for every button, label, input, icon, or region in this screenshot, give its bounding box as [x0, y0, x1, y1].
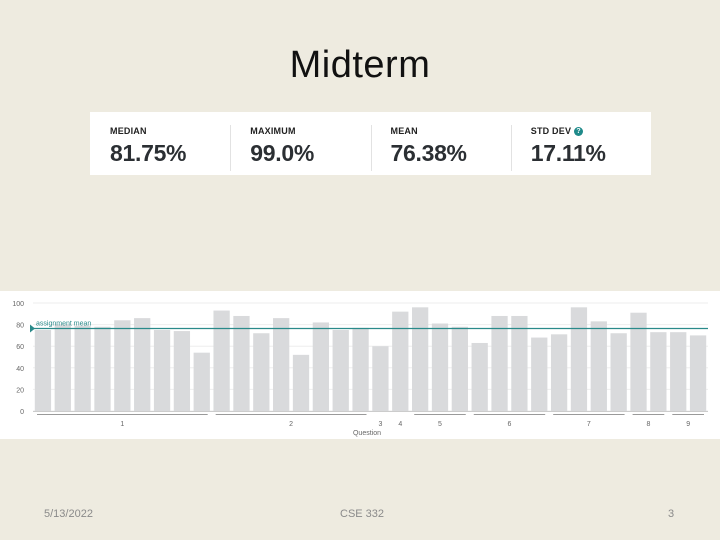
x-group-label: 4 — [398, 421, 402, 428]
chart-bar — [431, 323, 449, 411]
help-icon[interactable]: ? — [574, 126, 584, 136]
chart-bar — [114, 320, 131, 411]
mean-line-marker — [30, 324, 35, 333]
chart-bar — [213, 310, 230, 411]
stat-median-label: MEDIAN — [110, 126, 147, 136]
x-group-label: 6 — [508, 421, 512, 428]
chart-bar — [153, 330, 171, 411]
chart-bar — [511, 315, 528, 411]
stat-mean-label: MEAN — [390, 126, 418, 136]
chart-bar — [352, 327, 369, 411]
chart-bar — [273, 318, 290, 411]
chart-bar — [650, 332, 667, 411]
chart-bar — [531, 337, 548, 411]
stat-mean: MEAN 76.38% — [370, 112, 511, 175]
stat-median: MEDIAN 81.75% — [90, 112, 230, 175]
chart-bar — [193, 352, 210, 411]
x-group-label: 2 — [289, 421, 293, 428]
chart-bar — [451, 326, 468, 411]
chart-bar — [312, 322, 330, 411]
footer-date: 5/13/2022 — [44, 508, 93, 520]
x-group-label: 5 — [438, 421, 442, 428]
chart-bar — [411, 307, 429, 411]
chart-svg: 0 20 40 60 80 100 assignment mean 1 2 3 4 5 6 7 8 9 Ques… — [12, 301, 708, 437]
chart-bar — [134, 318, 151, 411]
y-tick-label: 100 — [12, 301, 24, 308]
chart-bar — [670, 332, 687, 411]
chart-bar — [610, 333, 627, 411]
footer-course: CSE 332 — [340, 508, 385, 520]
mean-line-label: assignment mean — [36, 320, 91, 327]
x-group-label: 9 — [686, 421, 690, 428]
chart-bar — [54, 324, 71, 411]
chart-bar — [332, 330, 349, 411]
y-tick-label: 60 — [16, 344, 24, 351]
chart-bar — [233, 315, 250, 411]
chart-bar — [74, 325, 91, 411]
stat-median-value: 81.75% — [110, 140, 187, 166]
slide-title: Midterm — [289, 44, 431, 86]
x-group-label: 1 — [120, 421, 124, 428]
stat-maximum-value: 99.0% — [250, 140, 314, 166]
chart-bar — [471, 342, 488, 411]
x-axis-title: Question — [353, 430, 381, 437]
question-scores-chart: 0 20 40 60 80 100 assignment mean 1 2 3 4 5 6 7 8 9 Ques… — [0, 291, 720, 439]
chart-bar — [590, 321, 607, 411]
chart-bar — [94, 326, 111, 411]
stat-maximum-label: MAXIMUM — [250, 126, 296, 136]
chart-bar — [392, 311, 409, 411]
chart-bar — [34, 330, 52, 411]
y-tick-label: 40 — [16, 366, 24, 373]
stat-std-dev: STD DEV ? 17.11% — [510, 112, 651, 175]
chart-bar — [253, 333, 270, 411]
stat-std-dev-label: STD DEV — [530, 126, 572, 136]
chart-bar — [372, 346, 389, 411]
stat-mean-value: 76.38% — [390, 140, 468, 166]
x-group-label: 8 — [646, 421, 650, 428]
stat-std-dev-value: 17.11% — [530, 140, 606, 166]
stat-maximum: MAXIMUM 99.0% — [230, 112, 370, 175]
footer-page-number: 3 — [668, 508, 675, 520]
y-tick-label: 0 — [20, 409, 24, 416]
y-tick-label: 80 — [16, 323, 24, 330]
y-tick-label: 20 — [16, 387, 24, 394]
chart-bar — [689, 335, 707, 411]
chart-bar — [570, 307, 588, 411]
chart-bar — [173, 331, 191, 411]
chart-bar — [491, 315, 508, 411]
chart-bar — [550, 334, 568, 411]
x-group-label: 3 — [378, 421, 382, 428]
chart-bar — [630, 312, 647, 411]
stats-panel: MEDIAN 81.75% MAXIMUM 99.0% MEAN 76.38% … — [90, 112, 651, 175]
chart-bar — [292, 354, 310, 411]
x-group-label: 7 — [587, 421, 591, 428]
